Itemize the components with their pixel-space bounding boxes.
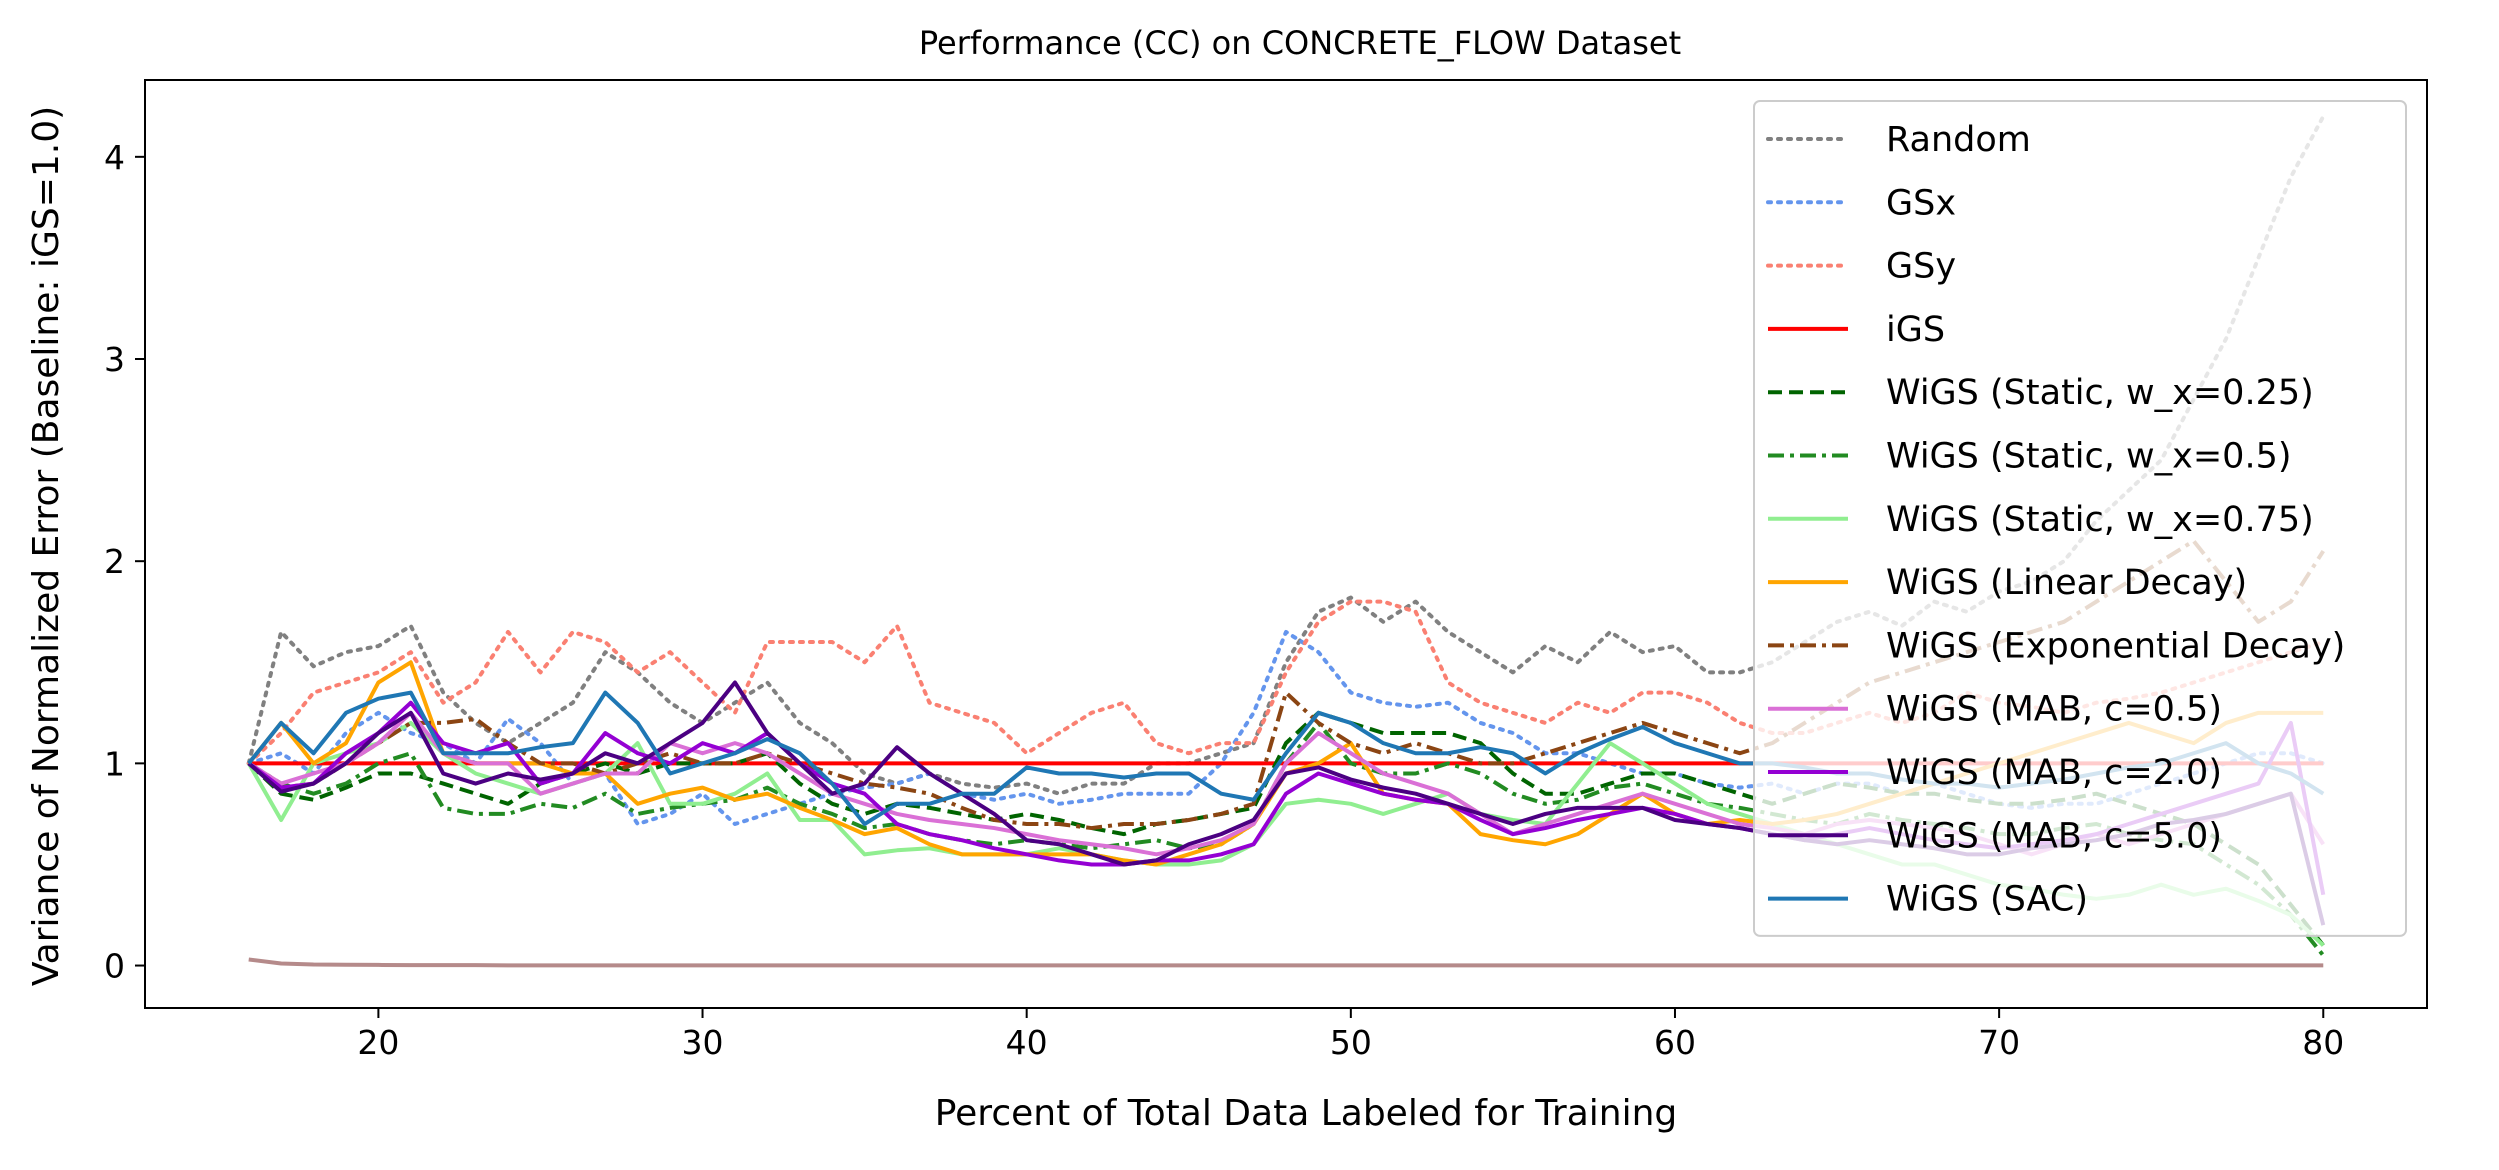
legend-label-wigs-sac: WiGS (SAC) (1886, 880, 2088, 920)
x-tick-label: 30 (682, 1023, 724, 1062)
y-tick-label: 2 (104, 542, 125, 581)
x-tick-label: 60 (1654, 1023, 1696, 1062)
legend-label-random: Random (1886, 120, 2031, 160)
legend-label-wigs-mab-c-0-5: WiGS (MAB, c=0.5) (1886, 690, 2222, 730)
y-axis-label: Variance of Normalized Error (Baseline: … (26, 106, 67, 986)
x-tick-label: 20 (357, 1023, 399, 1062)
y-tick-label: 3 (104, 340, 125, 379)
x-tick-label: 70 (1978, 1023, 2020, 1062)
legend-label-igs: iGS (1886, 310, 1945, 350)
y-tick-label: 0 (104, 947, 125, 986)
baseline-overlay-line (248, 957, 2324, 968)
legend-label-wigs-static-w-x-0-5: WiGS (Static, w_x=0.5) (1886, 437, 2292, 477)
y-tick-label: 4 (104, 138, 125, 177)
legend-label-wigs-static-w-x-0-25: WiGS (Static, w_x=0.25) (1886, 373, 2314, 413)
legend-box (1753, 100, 2407, 937)
series-line-random (246, 114, 2326, 796)
legend: Random GSx GSy iGS WiGS (Static, w_x=0.25) Wi… (1753, 100, 2407, 937)
legend-label-wigs-exponential-decay: WiGS (Exponential Decay) (1886, 626, 2345, 666)
x-tick-label: 50 (1330, 1023, 1372, 1062)
legend-label-wigs-static-w-x-0-75: WiGS (Static, w_x=0.75) (1886, 500, 2314, 540)
legend-label-wigs-mab-c-5-0: WiGS (MAB, c=5.0) (1886, 816, 2222, 856)
legend-label-wigs-mab-c-2-0: WiGS (MAB, c=2.0) (1886, 753, 2222, 793)
legend-label-wigs-linear-decay: WiGS (Linear Decay) (1886, 563, 2247, 603)
axis-ticks: 20 30 40 50 60 70 80 0 1 2 3 4 (104, 138, 2344, 1062)
x-axis-label: Percent of Total Data Labeled for Traini… (935, 1093, 1678, 1134)
legend-label-gsx: GSx (1886, 183, 1956, 223)
legend-label-gsy: GSy (1886, 247, 1956, 287)
chart-title: Performance (CC) on CONCRETE_FLOW Datase… (919, 24, 1681, 62)
y-tick-label: 1 (104, 744, 125, 783)
plot-frame (144, 79, 2428, 1009)
x-tick-label: 40 (1006, 1023, 1048, 1062)
x-tick-label: 80 (2302, 1023, 2344, 1062)
